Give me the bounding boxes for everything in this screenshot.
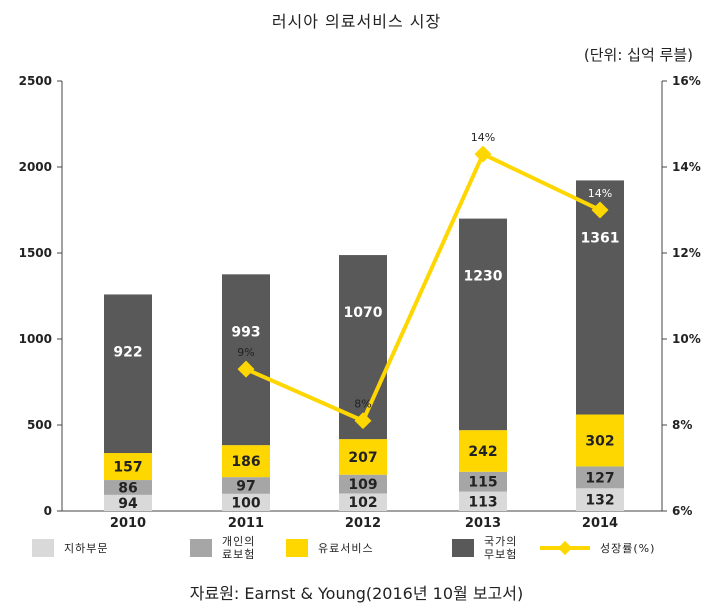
- bar-segment: [459, 491, 507, 511]
- data-label: 100: [231, 495, 260, 511]
- data-label: 86: [118, 480, 137, 496]
- data-label: 993: [231, 324, 260, 340]
- bar-segment: [339, 439, 387, 475]
- bar-segment: [222, 274, 270, 446]
- bar-segment: [104, 494, 152, 511]
- right-tick-label: 16%: [672, 74, 701, 88]
- legend-swatch: [190, 539, 212, 557]
- x-tick-label: 2010: [110, 516, 146, 531]
- data-label: 922: [113, 344, 142, 360]
- bar-segment: [459, 218, 507, 431]
- bar-segment: [576, 414, 624, 467]
- data-label: 1070: [344, 305, 383, 321]
- data-label: 94: [118, 496, 138, 512]
- legend-item: 개인의 료보험: [190, 535, 256, 561]
- left-tick-label: 2000: [19, 160, 52, 174]
- data-label: 1361: [581, 230, 620, 246]
- right-tick-label: 8%: [672, 418, 692, 432]
- bar-segment: [222, 445, 270, 478]
- data-label: 102: [348, 495, 377, 511]
- unit-label: (단위: 십억 루블): [583, 46, 693, 64]
- bar-segment: [576, 488, 624, 511]
- bar-segment: [104, 294, 152, 454]
- chart: 0 500 1000 1500 2000 2500 6% 8% 10% 12% 14% 16% 9486…: [19, 74, 701, 531]
- bar-segment: [339, 474, 387, 494]
- growth-point: [474, 145, 492, 163]
- legend-label: 지하부문: [64, 541, 109, 555]
- bar-segment: [576, 180, 624, 415]
- left-tick-label: 1500: [19, 246, 52, 260]
- left-tick-label: 500: [27, 418, 52, 432]
- bar-segment: [104, 453, 152, 481]
- bar-segment: [339, 493, 387, 511]
- bar-segment: [459, 430, 507, 472]
- data-label: 113: [468, 494, 497, 510]
- right-tick-label: 14%: [672, 160, 701, 174]
- growth-label: 9%: [237, 346, 254, 359]
- legend-item: 지하부문: [32, 537, 108, 559]
- growth-label: 14%: [588, 187, 612, 200]
- data-label: 109: [348, 477, 377, 493]
- legend-item: 성장률(%): [540, 537, 655, 559]
- data-label: 115: [468, 475, 497, 491]
- right-tick-label: 12%: [672, 246, 701, 260]
- growth-line: [245, 151, 601, 424]
- legend-item: 국가의 무보험: [452, 535, 518, 561]
- data-label: 132: [585, 493, 614, 509]
- data-label: 302: [585, 433, 614, 449]
- data-label: 97: [236, 478, 255, 494]
- data-label: 186: [231, 454, 260, 470]
- right-tick-label: 10%: [672, 332, 701, 346]
- bar-segment: [459, 471, 507, 492]
- growth-label: 14%: [471, 131, 495, 144]
- left-tick-label: 2500: [19, 74, 52, 88]
- growth-point: [237, 360, 255, 378]
- data-label: 157: [113, 460, 142, 476]
- data-label: 127: [585, 470, 614, 486]
- growth-point: [354, 412, 372, 430]
- data-label: 207: [348, 450, 377, 466]
- legend-item: 유료서비스: [286, 537, 374, 559]
- bar-segment: [104, 480, 152, 495]
- data-label: 1230: [464, 269, 503, 285]
- x-tick-label: 2011: [228, 516, 264, 531]
- legend-label: 성장률(%): [600, 541, 656, 555]
- bar-segment: [222, 493, 270, 511]
- data-label: 242: [468, 444, 497, 460]
- x-tick-label: 2012: [345, 516, 381, 531]
- bar-segment: [222, 477, 270, 494]
- bar-segment: [576, 466, 624, 489]
- legend-label: 국가의 무보험: [484, 535, 518, 561]
- left-tick-label: 0: [44, 504, 52, 518]
- legend-label: 유료서비스: [318, 541, 374, 555]
- growth-label: 8%: [354, 398, 371, 411]
- legend-swatch: [32, 539, 54, 557]
- legend-swatch: [286, 539, 308, 557]
- legend-line-swatch: [540, 539, 590, 557]
- left-tick-label: 1000: [19, 332, 52, 346]
- x-tick-label: 2013: [465, 516, 501, 531]
- right-tick-label: 6%: [672, 504, 692, 518]
- legend-label: 개인의 료보험: [222, 535, 256, 561]
- x-tick-label: 2014: [582, 516, 618, 531]
- chart-title: 러시아 의료서비스 시장: [271, 12, 442, 31]
- bar-segment: [339, 255, 387, 440]
- growth-point: [591, 201, 609, 219]
- legend-swatch: [452, 539, 474, 557]
- source-note: 자료원: Earnst & Young(2016년 10월 보고서): [189, 584, 524, 603]
